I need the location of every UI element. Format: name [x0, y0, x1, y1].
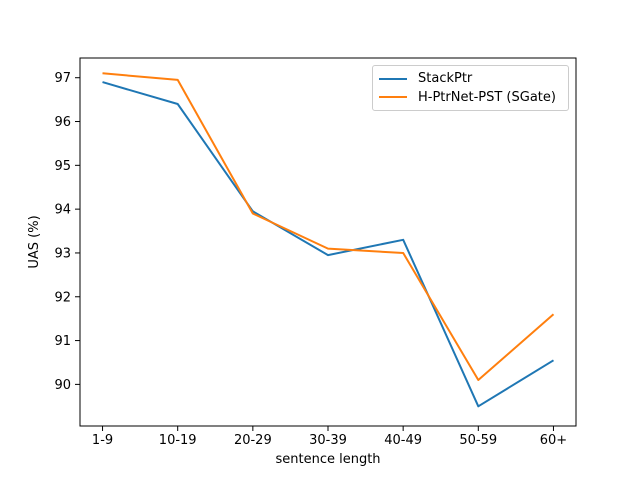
x-tick-label: 50-59: [459, 433, 497, 448]
legend-entry-hptrnet: H-PtrNet-PST (SGate): [379, 90, 562, 105]
y-axis-title: UAS (%): [27, 215, 42, 268]
x-tick-label: 40-49: [384, 433, 422, 448]
y-tick-label: 92: [54, 290, 71, 305]
plot-area: 90 91 92 93 94 95 96 97 1-9 10-19 20-29 30-39 40-49 5…: [54, 57, 577, 448]
x-axis-title: sentence length: [275, 452, 380, 467]
y-tick-label: 93: [54, 246, 71, 261]
legend-label-hptrnet: H-PtrNet-PST (SGate): [418, 89, 556, 105]
legend-entry-stackptr: StackPtr: [379, 71, 562, 86]
x-tick-label: 20-29: [234, 433, 272, 448]
series-line-1: [102, 72, 555, 381]
x-tick-label: 10-19: [159, 433, 197, 448]
legend-label-stackptr: StackPtr: [418, 71, 473, 87]
y-tick-label: 94: [54, 203, 71, 218]
series-line-0: [102, 81, 555, 408]
x-tick-label: 1-9: [92, 433, 113, 448]
stackptr-line-sample-icon: [379, 77, 407, 80]
x-tick-label: 60+: [540, 433, 567, 448]
y-tick-label: 90: [54, 378, 71, 393]
legend: StackPtr H-PtrNet-PST (SGate): [372, 65, 569, 111]
x-tick-label: 30-39: [309, 433, 347, 448]
y-tick-label: 95: [54, 159, 71, 174]
hptrnet-line-sample-icon: [379, 96, 407, 99]
y-tick-label: 96: [54, 115, 71, 130]
axes-spines: [79, 57, 577, 427]
y-tick-label: 97: [54, 71, 71, 86]
y-tick-label: 91: [54, 334, 71, 349]
